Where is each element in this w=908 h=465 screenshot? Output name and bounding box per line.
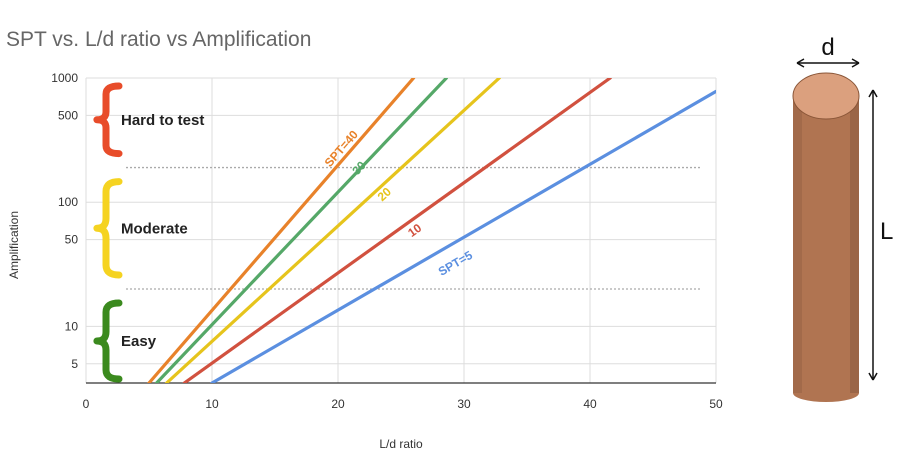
y-tick-label: 1000: [51, 71, 78, 85]
series-line: [210, 89, 716, 383]
y-axis-title: Amplification: [7, 211, 21, 279]
y-tick-label: 100: [58, 195, 78, 209]
pile-shade-left: [793, 97, 802, 393]
grid: [85, 77, 717, 383]
x-tick-label: 20: [331, 397, 345, 411]
x-tick-label: 30: [457, 397, 471, 411]
y-tick-label: 500: [58, 108, 78, 122]
x-tick-label: 50: [709, 397, 723, 411]
y-tick-label: 50: [65, 233, 79, 247]
y-tick-label: 10: [65, 319, 79, 333]
diameter-label: d: [821, 34, 834, 61]
pile-body: [793, 97, 859, 393]
x-tick-label: 10: [205, 397, 219, 411]
caption-strip: [0, 455, 908, 465]
series-line: [147, 78, 416, 383]
x-tick-label: 0: [83, 397, 90, 411]
pile-bottom: [793, 384, 859, 402]
zone-label: Hard to test: [121, 112, 204, 129]
series-line: [182, 78, 612, 383]
y-tick-label: 5: [71, 357, 78, 371]
series-label: SPT=5: [436, 248, 475, 279]
diameter-arrowheads: [796, 58, 860, 68]
zone-label: Easy: [121, 333, 157, 350]
x-axis-title: L/d ratio: [379, 437, 423, 451]
zones: Hard to test Moderate Easy: [93, 82, 204, 383]
pile-shade-right: [850, 97, 859, 393]
length-label: L: [880, 218, 893, 245]
chart-title: SPT vs. L/d ratio vs Amplification: [6, 28, 312, 51]
pile-top: [792, 72, 860, 120]
zone-brace: [93, 299, 123, 383]
series-lines: [147, 78, 716, 383]
pile-diagram: d L: [792, 34, 893, 402]
zone-label: Moderate: [121, 220, 188, 237]
length-arrowheads: [868, 89, 878, 381]
zone-brace: [93, 82, 123, 158]
axes: 5 10 50 100 500 1000 0 10 20 30 40 50: [51, 71, 723, 411]
zone-brace: [93, 178, 123, 279]
series-line: [165, 78, 501, 383]
x-tick-label: 40: [583, 397, 597, 411]
series-line: [155, 78, 448, 383]
